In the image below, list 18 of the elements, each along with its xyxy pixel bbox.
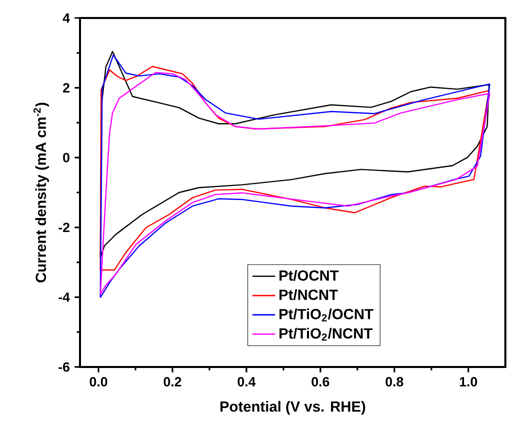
x-tick-label: 0.8 bbox=[386, 377, 404, 386]
y-tick-label: 2 bbox=[63, 83, 70, 92]
legend-label: Pt/NCNT bbox=[280, 289, 338, 300]
y-axis-title: Current density (mA cm$^{-2}$) bbox=[33, 102, 49, 282]
y-tick-label: 4 bbox=[62, 13, 70, 23]
y-tick-label: -2 bbox=[58, 222, 70, 232]
x-tick-label: 1.0 bbox=[460, 377, 478, 386]
y-tick-label: -6 bbox=[58, 362, 70, 372]
x-tick-label: 0.4 bbox=[238, 377, 256, 386]
legend-label: Pt/TiO$_{2}$/NCNT bbox=[280, 328, 372, 341]
x-tick-label: 0.2 bbox=[164, 377, 182, 386]
x-axis-title: Potential (V vs. RHE) bbox=[220, 400, 366, 415]
legend-label: Pt/TiO$_{2}$/OCNT bbox=[280, 308, 374, 322]
y-tick-label: -4 bbox=[58, 292, 70, 302]
x-tick-label: 0.0 bbox=[90, 377, 108, 386]
legend-label: Pt/OCNT bbox=[280, 270, 339, 281]
y-tick-label: 0 bbox=[63, 152, 70, 162]
x-tick-label: 0.6 bbox=[312, 377, 330, 386]
